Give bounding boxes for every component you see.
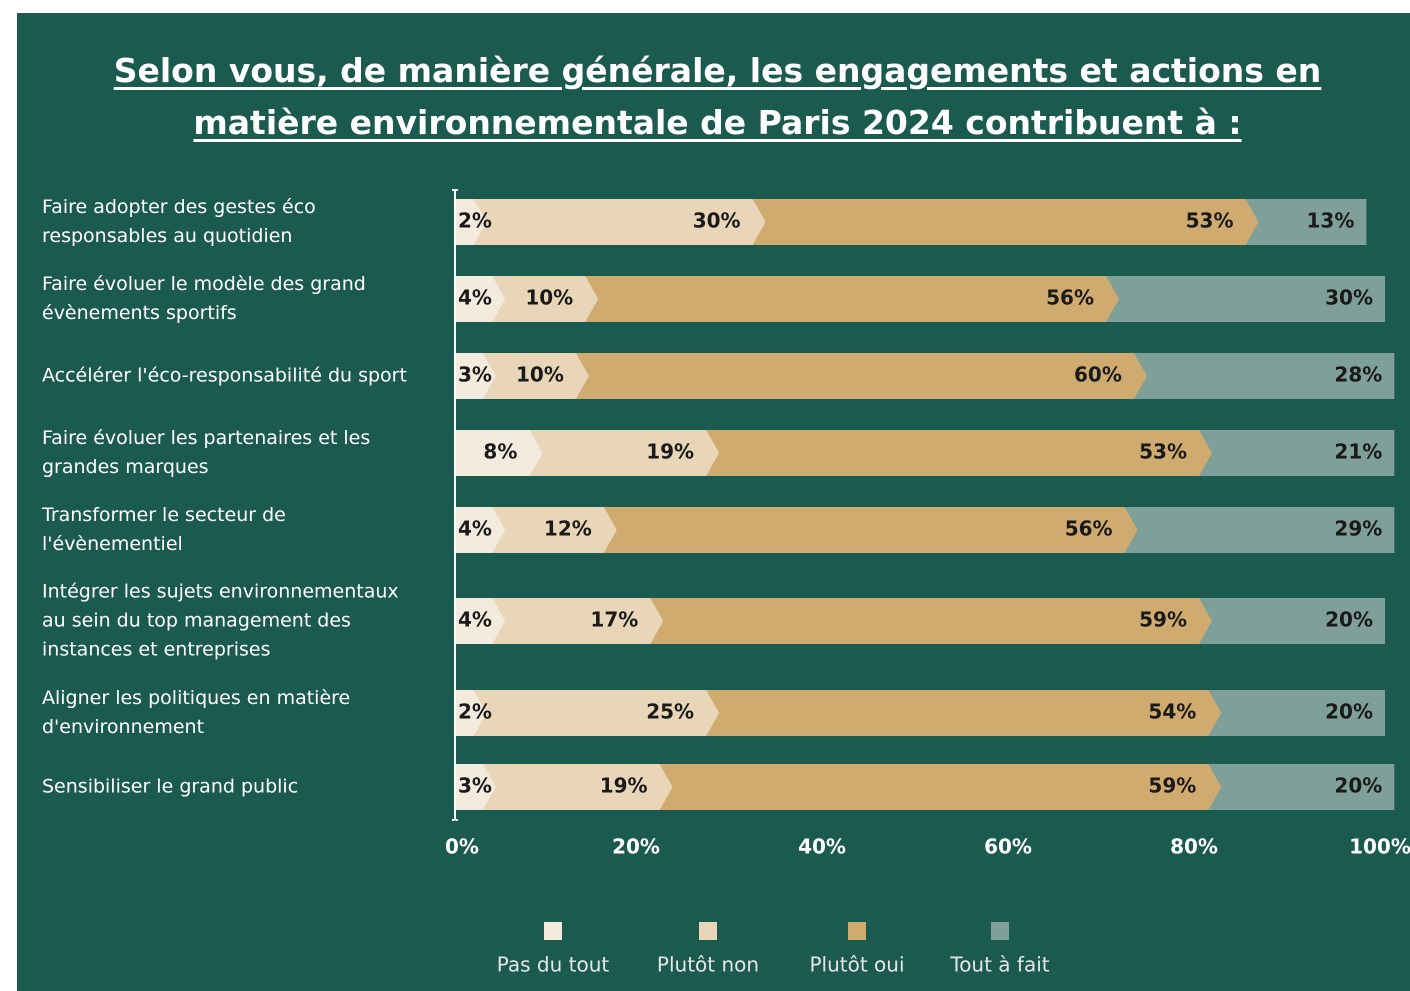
data-label: 17%	[590, 608, 638, 632]
data-label: 59%	[1139, 608, 1187, 632]
legend-label: Plutôt non	[657, 953, 759, 977]
data-label: 20%	[1325, 608, 1373, 632]
data-label: 25%	[646, 700, 694, 724]
bar-segment	[1124, 507, 1395, 553]
x-tick-label: 100%	[1349, 835, 1410, 859]
data-label: 2%	[458, 700, 492, 724]
data-label: 3%	[458, 363, 492, 387]
category-label: Accélérer l'éco-responsabilité du sport	[42, 364, 407, 387]
data-label: 30%	[693, 209, 741, 233]
bar-segment	[1245, 199, 1367, 245]
chart-title: Selon vous, de manière générale, les eng…	[113, 51, 1322, 142]
data-label: 19%	[646, 440, 694, 464]
data-label: 20%	[1325, 700, 1373, 724]
legend-label: Plutôt oui	[809, 953, 904, 977]
data-label: 21%	[1334, 440, 1382, 464]
bar-segment	[492, 507, 617, 553]
data-label: 20%	[1334, 774, 1382, 798]
data-label: 13%	[1307, 209, 1355, 233]
data-label: 60%	[1074, 363, 1122, 387]
legend-label: Tout à fait	[949, 953, 1049, 977]
data-label: 3%	[458, 774, 492, 798]
category-label: Aligner les politiques en matière d'envi…	[42, 687, 351, 738]
bar-segment	[482, 353, 589, 399]
bar-segment	[1133, 353, 1395, 399]
data-label: 10%	[525, 286, 573, 310]
category-label: Faire adopter des gestes éco responsable…	[42, 196, 316, 247]
legend-label: Pas du tout	[497, 953, 610, 977]
data-label: 12%	[544, 517, 592, 541]
legend-swatch	[699, 922, 717, 940]
bar-segment	[455, 353, 496, 399]
bar-segment	[603, 507, 1138, 553]
bar-segment	[706, 430, 1212, 476]
bar-segment	[455, 430, 543, 476]
legend-swatch	[544, 922, 562, 940]
bar-segment	[585, 276, 1119, 322]
x-tick-label: 80%	[1170, 835, 1218, 859]
category-label: Sensibiliser le grand public	[42, 775, 299, 798]
x-tick-label: 60%	[984, 835, 1032, 859]
bar-segment	[473, 199, 766, 245]
data-label: 56%	[1065, 517, 1113, 541]
bar-segment	[455, 598, 506, 644]
bar-segment	[492, 598, 664, 644]
data-label: 4%	[458, 608, 492, 632]
category-label: Transformer le secteur de l'évènementiel	[42, 504, 286, 555]
bar-segment	[1199, 430, 1395, 476]
bar-segment	[529, 430, 720, 476]
bar-segment	[455, 764, 496, 810]
bar-segment	[1208, 764, 1395, 810]
data-label: 56%	[1046, 286, 1094, 310]
data-label: 19%	[600, 774, 648, 798]
category-label: Faire évoluer les partenaires et les gra…	[42, 427, 371, 478]
bar-segment	[650, 598, 1212, 644]
bar-segment	[492, 276, 599, 322]
data-label: 59%	[1148, 774, 1196, 798]
data-label: 29%	[1334, 517, 1382, 541]
bar-segment	[706, 690, 1222, 736]
data-label: 2%	[458, 209, 492, 233]
bar-segment	[455, 690, 487, 736]
bar-segment	[752, 199, 1259, 245]
x-tick-label: 40%	[798, 835, 846, 859]
panel	[17, 13, 1410, 991]
data-label: 8%	[483, 440, 517, 464]
data-label: 10%	[516, 363, 564, 387]
x-tick-label: 0%	[445, 835, 479, 859]
bar-segment	[1106, 276, 1385, 322]
bar-segment	[455, 507, 506, 553]
data-label: 28%	[1334, 363, 1382, 387]
bar-segment	[482, 764, 673, 810]
legend-swatch	[848, 922, 866, 940]
legend-swatch	[991, 922, 1009, 940]
data-label: 30%	[1325, 286, 1373, 310]
bar-segment	[455, 199, 487, 245]
bar-segment	[659, 764, 1222, 810]
bar-segment	[575, 353, 1147, 399]
category-label: Intégrer les sujets environnementaux au …	[42, 580, 399, 661]
bar-segment	[455, 276, 506, 322]
bar-segment	[473, 690, 720, 736]
data-label: 53%	[1186, 209, 1234, 233]
data-label: 4%	[458, 517, 492, 541]
data-label: 53%	[1139, 440, 1187, 464]
category-label: Faire évoluer le modèle des grand évènem…	[42, 273, 366, 324]
data-label: 4%	[458, 286, 492, 310]
data-label: 54%	[1148, 700, 1196, 724]
x-tick-label: 20%	[612, 835, 660, 859]
bar-segment	[1208, 690, 1385, 736]
bar-segment	[1199, 598, 1385, 644]
